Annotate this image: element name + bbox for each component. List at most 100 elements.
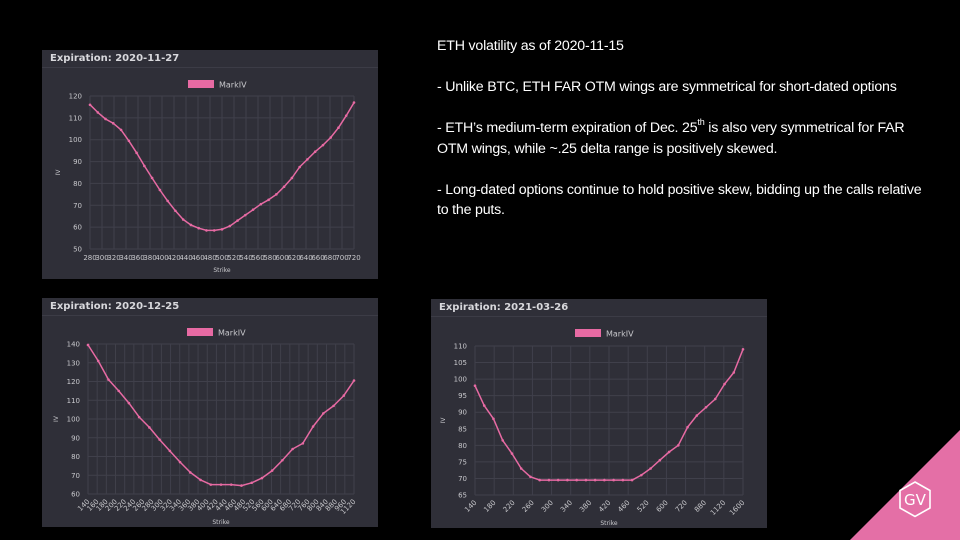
data-point[interactable]: [713, 397, 717, 401]
data-point[interactable]: [301, 442, 305, 445]
data-point[interactable]: [311, 425, 315, 428]
data-point[interactable]: [322, 412, 325, 415]
data-point[interactable]: [741, 348, 745, 351]
data-point[interactable]: [270, 469, 274, 472]
data-point[interactable]: [250, 481, 253, 485]
data-point[interactable]: [667, 450, 671, 454]
data-point[interactable]: [220, 228, 224, 231]
data-point[interactable]: [197, 226, 201, 230]
data-point[interactable]: [344, 114, 348, 117]
data-point[interactable]: [510, 452, 514, 455]
data-point[interactable]: [321, 143, 325, 147]
data-point[interactable]: [281, 458, 284, 462]
data-point[interactable]: [96, 359, 100, 363]
data-point[interactable]: [298, 165, 301, 169]
data-point[interactable]: [119, 128, 123, 132]
data-point[interactable]: [111, 122, 115, 125]
data-point[interactable]: [178, 460, 182, 464]
data-point[interactable]: [291, 447, 294, 451]
data-point[interactable]: [612, 478, 615, 482]
data-point[interactable]: [290, 176, 294, 180]
data-point[interactable]: [143, 164, 146, 168]
data-point[interactable]: [282, 185, 286, 189]
data-point[interactable]: [148, 426, 151, 429]
data-point[interactable]: [275, 193, 278, 196]
data-point[interactable]: [219, 483, 223, 486]
data-point[interactable]: [342, 394, 346, 397]
data-point[interactable]: [593, 478, 597, 482]
data-point[interactable]: [704, 405, 708, 409]
data-point[interactable]: [104, 117, 107, 121]
data-point[interactable]: [251, 208, 255, 211]
data-point[interactable]: [240, 484, 243, 487]
data-point[interactable]: [88, 103, 92, 107]
data-point[interactable]: [649, 467, 652, 470]
data-point[interactable]: [174, 209, 177, 213]
data-point[interactable]: [243, 213, 247, 217]
data-point[interactable]: [584, 478, 588, 482]
data-point[interactable]: [482, 404, 486, 407]
data-point[interactable]: [603, 478, 606, 482]
data-point[interactable]: [117, 389, 120, 393]
data-point[interactable]: [566, 478, 569, 482]
data-point[interactable]: [96, 111, 100, 114]
data-point[interactable]: [529, 475, 532, 479]
data-point[interactable]: [621, 478, 625, 482]
data-point[interactable]: [519, 467, 523, 470]
data-point[interactable]: [181, 218, 185, 221]
data-point[interactable]: [658, 458, 662, 462]
data-point[interactable]: [640, 473, 643, 477]
data-point[interactable]: [501, 439, 505, 442]
data-point[interactable]: [127, 401, 131, 405]
data-point[interactable]: [473, 384, 477, 388]
data-point[interactable]: [723, 382, 726, 386]
data-point[interactable]: [313, 150, 317, 154]
data-point[interactable]: [137, 415, 141, 419]
legend-swatch[interactable]: [575, 329, 601, 337]
data-point[interactable]: [86, 343, 90, 347]
data-point[interactable]: [547, 478, 551, 482]
data-point[interactable]: [236, 219, 239, 222]
legend-label[interactable]: MarkIV: [219, 81, 247, 90]
data-point[interactable]: [150, 176, 154, 180]
data-point[interactable]: [209, 483, 213, 486]
data-point[interactable]: [189, 223, 193, 227]
data-point[interactable]: [732, 371, 736, 374]
data-point[interactable]: [630, 478, 634, 482]
legend-swatch[interactable]: [188, 80, 214, 88]
data-point[interactable]: [337, 126, 340, 129]
data-point[interactable]: [306, 158, 309, 161]
data-point[interactable]: [135, 151, 138, 155]
data-point[interactable]: [575, 478, 578, 482]
data-point[interactable]: [556, 478, 560, 482]
data-point[interactable]: [492, 417, 495, 421]
data-point[interactable]: [166, 199, 169, 203]
data-point[interactable]: [538, 478, 541, 482]
data-point[interactable]: [168, 449, 172, 453]
data-point[interactable]: [158, 188, 162, 192]
data-point[interactable]: [686, 425, 689, 429]
legend-swatch[interactable]: [187, 328, 213, 336]
data-point[interactable]: [352, 101, 356, 104]
data-point[interactable]: [260, 476, 264, 480]
data-point[interactable]: [352, 379, 356, 382]
data-point[interactable]: [212, 229, 216, 232]
data-point[interactable]: [189, 471, 192, 474]
series-line-markiv[interactable]: [474, 349, 744, 481]
data-point[interactable]: [229, 483, 233, 486]
data-point[interactable]: [267, 198, 270, 202]
data-point[interactable]: [695, 414, 699, 417]
legend-label[interactable]: MarkIV: [606, 330, 634, 339]
data-point[interactable]: [158, 438, 161, 441]
data-point[interactable]: [205, 229, 208, 232]
data-point[interactable]: [259, 202, 263, 206]
data-point[interactable]: [677, 444, 680, 447]
data-point[interactable]: [332, 404, 335, 408]
data-point[interactable]: [107, 378, 110, 381]
legend-label[interactable]: MarkIV: [218, 329, 246, 338]
data-point[interactable]: [199, 478, 202, 482]
series-line-markiv[interactable]: [87, 344, 355, 487]
data-point[interactable]: [228, 224, 232, 228]
data-point[interactable]: [127, 139, 131, 143]
data-point[interactable]: [329, 136, 333, 139]
